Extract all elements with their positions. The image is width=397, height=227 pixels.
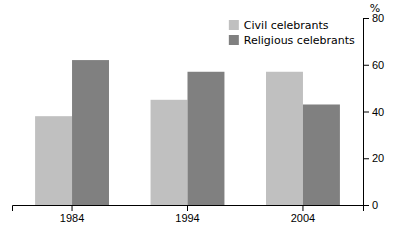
x-tick-mark (72, 205, 73, 211)
y-tick: 60 (363, 59, 384, 71)
bar (35, 116, 72, 205)
y-tick: 0 (363, 199, 378, 211)
x-tick-label: 1994 (175, 212, 199, 224)
bar (266, 72, 303, 205)
chart-container: 198419942004020406080Civil celebrantsRel… (0, 0, 397, 227)
y-tick: 40 (363, 106, 384, 118)
y-tick-label: 60 (372, 59, 384, 71)
bar (188, 72, 225, 205)
x-tick-label: 2004 (291, 212, 315, 224)
legend-label: Civil celebrants (244, 19, 329, 32)
x-tick: 2004 (291, 205, 315, 224)
x-tick: 1994 (175, 205, 199, 224)
y-tick-label: 0 (372, 199, 378, 211)
y-tick-mark (363, 205, 369, 206)
x-axis-line (13, 206, 364, 212)
y-axis-title: % (370, 2, 380, 15)
legend-swatch (229, 20, 239, 30)
legend-item: Civil celebrants (229, 19, 329, 32)
x-tick: 1984 (60, 205, 84, 224)
bars (35, 60, 340, 205)
y-tick-label: 40 (372, 106, 384, 118)
y-tick-label: 20 (372, 152, 384, 164)
bar (151, 100, 188, 205)
y-axis-line (364, 19, 370, 206)
bar (72, 60, 109, 205)
legend-item: Religious celebrants (229, 34, 355, 47)
plot: 198419942004020406080Civil celebrantsRel… (13, 12, 385, 224)
y-axis: 020406080 (363, 12, 384, 211)
legend-label: Religious celebrants (244, 34, 355, 47)
x-tick-mark (302, 205, 303, 211)
x-axis: 1984 1994 2004 (13, 205, 364, 224)
legend-swatch (229, 35, 239, 45)
x-tick-mark (187, 205, 188, 211)
y-tick-mark (363, 158, 369, 159)
y-tick: 20 (363, 152, 384, 164)
x-tick-label: 1984 (60, 212, 84, 224)
y-tick-mark (363, 112, 369, 113)
legend: Civil celebrants Religious celebrants (229, 19, 355, 47)
y-tick-mark (363, 65, 369, 66)
chart-svg: 198419942004020406080Civil celebrantsRel… (0, 0, 397, 227)
bar (303, 104, 340, 205)
y-tick-mark (363, 18, 369, 19)
